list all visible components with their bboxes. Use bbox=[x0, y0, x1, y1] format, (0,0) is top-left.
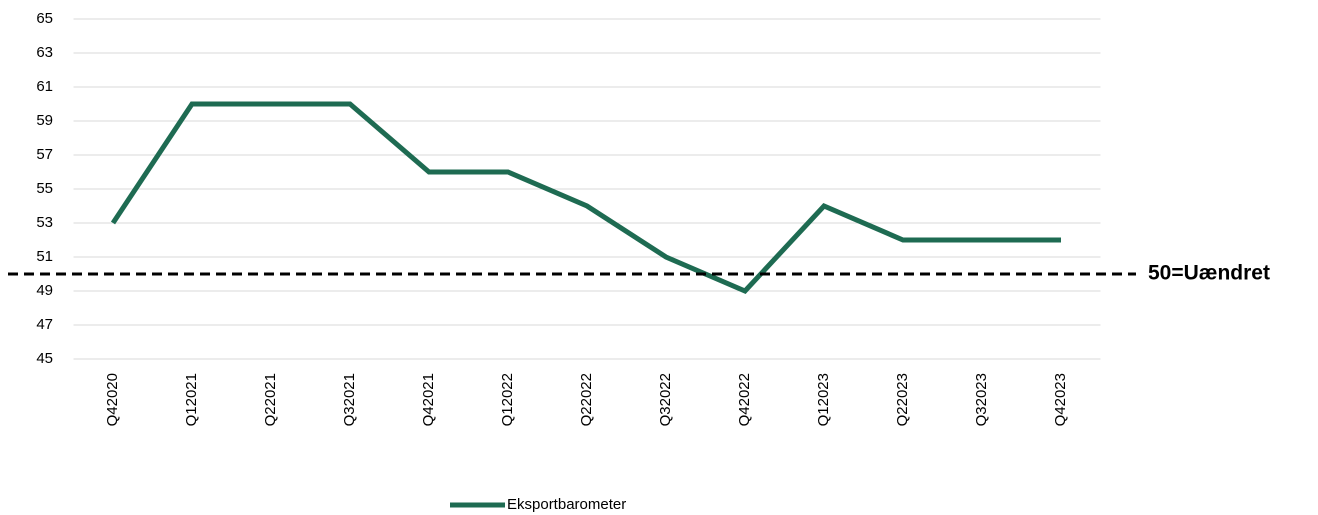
y-tick-label: 53 bbox=[36, 214, 53, 231]
x-tick-label: Q12021 bbox=[183, 373, 200, 426]
x-tick-label: Q32023 bbox=[973, 373, 990, 426]
y-tick-label: 57 bbox=[36, 146, 53, 163]
y-tick-label: 55 bbox=[36, 180, 53, 197]
data-line bbox=[110, 101, 1061, 294]
x-tick-label: Q42022 bbox=[736, 373, 753, 426]
y-tick-label: 51 bbox=[36, 248, 53, 265]
x-tick-label: Q22022 bbox=[578, 373, 595, 426]
y-tick-label: 59 bbox=[36, 112, 53, 129]
reference-label: 50=Uændret bbox=[1148, 262, 1270, 285]
y-tick-label: 45 bbox=[36, 350, 53, 367]
x-tick-label: Q42021 bbox=[420, 373, 437, 426]
y-tick-label: 47 bbox=[36, 316, 53, 333]
x-tick-label: Q32021 bbox=[341, 373, 358, 426]
x-tick-label: Q22021 bbox=[262, 373, 279, 426]
x-tick-label: Q12023 bbox=[815, 373, 832, 426]
x-tick-label: Q42020 bbox=[104, 373, 121, 426]
y-tick-label: 63 bbox=[36, 44, 53, 61]
x-tick-label: Q22023 bbox=[894, 373, 911, 426]
y-tick-label: 61 bbox=[36, 78, 53, 95]
x-tick-label: Q32022 bbox=[657, 373, 674, 426]
y-tick-label: 65 bbox=[36, 10, 53, 27]
x-tick-label: Q42023 bbox=[1052, 373, 1069, 426]
y-tick-label: 49 bbox=[36, 282, 53, 299]
x-tick-label: Q12022 bbox=[499, 373, 516, 426]
legend-label: Eksportbarometer bbox=[507, 496, 626, 513]
